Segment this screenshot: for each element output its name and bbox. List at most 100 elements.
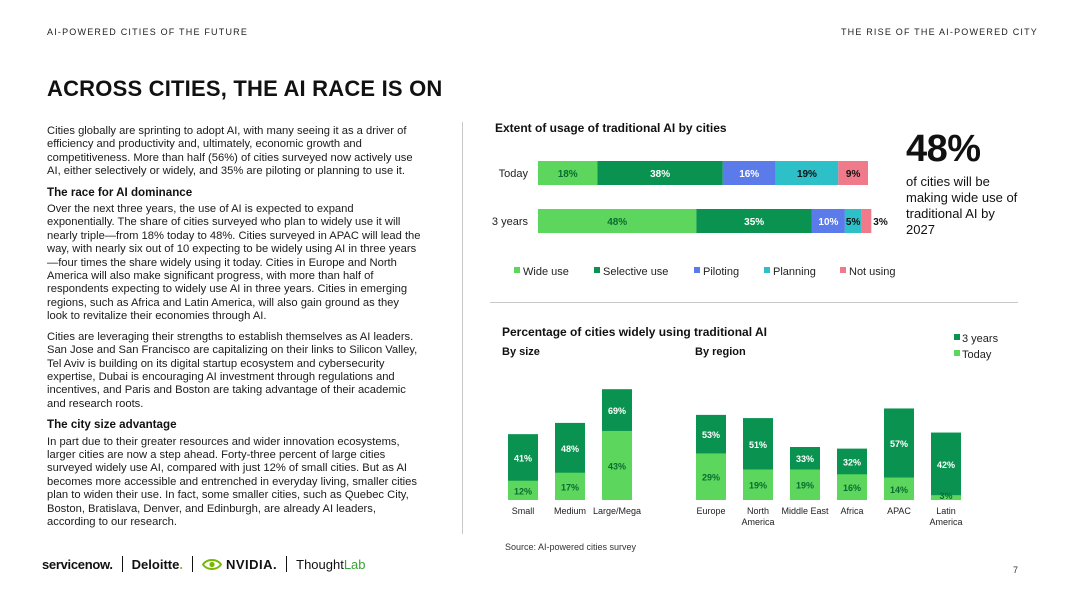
bar-label-today: 14% <box>890 485 908 495</box>
category-label: Large/Mega <box>593 506 641 516</box>
nvidia-word: NVIDIA. <box>225 556 278 572</box>
segment-piloting <box>811 209 845 233</box>
highlight-text: of cities will be making wide use of tra… <box>906 174 1018 237</box>
category-label: Middle East <box>781 506 829 516</box>
legend-swatch <box>954 350 960 356</box>
bar-label-today: 19% <box>749 481 767 491</box>
category-label: APAC <box>887 506 911 516</box>
bar-today <box>790 469 820 500</box>
bar-3-years <box>931 432 961 500</box>
legend-swatch <box>594 267 600 273</box>
segment-data-label: 5% <box>846 217 861 228</box>
heading-race: The race for AI dominance <box>47 185 193 199</box>
logo-divider <box>286 556 288 572</box>
highlight-value: 48% <box>906 128 981 170</box>
segment-data-label: 35% <box>744 217 764 228</box>
bar-label-3-years: 42% <box>937 460 955 470</box>
segment-planning <box>844 209 862 233</box>
legend-label: Today <box>962 349 992 361</box>
category-label: Africa <box>840 506 863 516</box>
deloitte-word: Deloitte <box>131 556 180 572</box>
segment-wide-use <box>538 161 598 185</box>
bar-row-label: 3 years <box>492 216 529 228</box>
legend-label: Not using <box>849 266 895 278</box>
paragraph-race: Over the next three years, the use of AI… <box>47 203 421 323</box>
chart-separator <box>490 302 1018 303</box>
segment-planning <box>775 161 839 185</box>
segment-data-label: 16% <box>739 169 759 180</box>
bar-label-3-years: 69% <box>608 406 626 416</box>
bar-label-3-years: 57% <box>890 439 908 449</box>
bar-today <box>555 472 585 500</box>
bar-today <box>743 469 773 500</box>
heading-size: The city size advantage <box>47 418 177 432</box>
segment-wide-use <box>538 209 697 233</box>
servicenow-logo: servicenow. <box>42 556 113 572</box>
thoughtlab-thought: Thought <box>296 556 344 572</box>
group-label-region: By region <box>695 346 746 358</box>
thoughtlab-lab: Lab <box>343 556 366 572</box>
legend-label: Wide use <box>523 266 569 278</box>
logo-divider <box>121 556 123 572</box>
legend-label: Planning <box>773 266 816 278</box>
group-label-size: By size <box>502 346 540 358</box>
bar-today <box>508 480 538 500</box>
chart2-title: Percentage of cities widely using tradit… <box>502 325 767 339</box>
paragraph-size: In part due to their greater resources a… <box>47 435 417 528</box>
legend-label: 3 years <box>962 333 999 345</box>
bar-label-today: 12% <box>514 486 532 496</box>
bar-label-3-years: 48% <box>561 444 579 454</box>
bar-today <box>602 430 632 500</box>
nvidia-logo: NVIDIA. <box>201 556 278 572</box>
bar-today <box>837 474 867 500</box>
legend-label: Selective use <box>603 266 668 278</box>
source-note: Source: AI-powered cities survey <box>505 542 637 552</box>
legend-label: Piloting <box>703 266 739 278</box>
segment-selective-use <box>597 161 723 185</box>
category-label: America <box>929 517 962 527</box>
bar-label-3-years: 51% <box>749 440 767 450</box>
header-left: AI-POWERED CITIES OF THE FUTURE <box>47 27 249 37</box>
legend-swatch <box>840 267 846 273</box>
bar-label-today: 19% <box>796 481 814 491</box>
header-right: THE RISE OF THE AI-POWERED CITY <box>840 27 1038 37</box>
category-label: North <box>747 506 769 516</box>
category-label: Europe <box>696 506 725 516</box>
paragraph-intro: Cities globally are sprinting to adopt A… <box>47 125 413 178</box>
bar-label-3-years: 41% <box>514 453 532 463</box>
segment-data-label: 38% <box>650 169 670 180</box>
bar-label-today: 3% <box>939 491 952 501</box>
vertical-divider <box>462 122 463 534</box>
legend-swatch <box>764 267 770 273</box>
category-label: Small <box>512 506 535 516</box>
deloitte-dot: . <box>179 556 183 572</box>
segment-data-label: 10% <box>818 217 838 228</box>
page-number: 7 <box>1013 565 1019 575</box>
category-label: Medium <box>554 506 586 516</box>
bar-label-today: 17% <box>561 482 579 492</box>
bar-label-3-years: 33% <box>796 454 814 464</box>
segment-not-using <box>838 161 868 185</box>
bar-row-label: Today <box>499 168 529 180</box>
body-text: Cities globally are sprinting to adopt A… <box>47 125 422 536</box>
segment-not-using <box>861 209 872 233</box>
thoughtlab-logo: ThoughtLab <box>296 557 365 572</box>
legend-swatch <box>514 267 520 273</box>
segment-data-label: 48% <box>607 217 627 228</box>
deloitte-logo: Deloitte. <box>132 557 183 572</box>
segment-piloting <box>722 161 776 185</box>
bar-today <box>696 453 726 500</box>
page-title: ACROSS CITIES, THE AI RACE IS ON <box>47 76 443 101</box>
footer-logos: servicenow. Deloitte. NVIDIA. ThoughtLab <box>42 556 366 572</box>
nvidia-eye-icon <box>201 558 222 570</box>
logo-divider <box>191 556 193 572</box>
bar-today <box>884 477 914 500</box>
segment-data-label: 19% <box>797 169 817 180</box>
chart1-title: Extent of usage of traditional AI by cit… <box>495 121 727 135</box>
segment-data-label: 18% <box>558 169 578 180</box>
bar-label-3-years: 32% <box>843 457 861 467</box>
paragraph-leaders: Cities are leveraging their strengths to… <box>47 330 418 410</box>
legend-swatch <box>694 267 700 273</box>
category-label: Latin <box>936 506 956 516</box>
